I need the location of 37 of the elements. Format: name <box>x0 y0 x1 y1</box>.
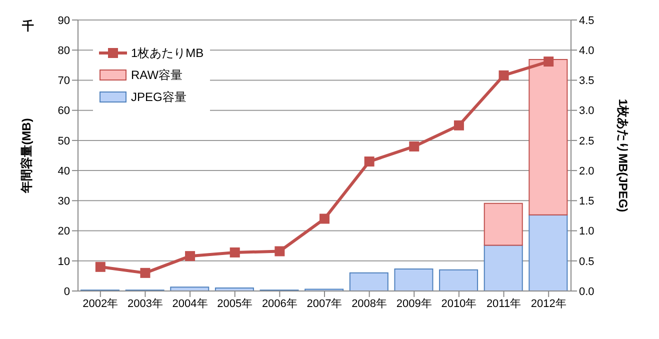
y-tick-label: 40 <box>58 165 70 178</box>
y2-tick-label: 1.5 <box>579 196 594 208</box>
y-tick-label: 90 <box>58 14 70 27</box>
y2-tick-label: 4.5 <box>579 14 594 27</box>
y2-axis-title: 1枚あたりMB(JPEG) <box>616 98 630 212</box>
y-axis-title: 年間容量(MB) <box>19 118 34 194</box>
y2-tick-label: 3.0 <box>579 105 594 118</box>
y-tick-label: 60 <box>58 105 70 118</box>
x-tick-label: 2004年 <box>172 298 208 310</box>
y2-tick-label: 2.0 <box>579 165 594 178</box>
y2-tick-label: 0.5 <box>579 256 594 268</box>
y2-tick-label: 3.5 <box>579 75 594 88</box>
y2-tick-label: 4.0 <box>579 45 594 58</box>
legend-label: JPEG容量 <box>131 88 186 106</box>
y-tick-label: 30 <box>58 196 70 208</box>
x-tick-label: 2005年 <box>217 298 253 310</box>
y-tick-label: 50 <box>58 135 70 148</box>
y2-tick-label: 0.0 <box>579 286 594 298</box>
x-tick-label: 2009年 <box>396 298 432 310</box>
x-tick-label: 2008年 <box>352 298 388 310</box>
legend-label: RAW容量 <box>131 66 183 84</box>
y2-tick-label: 1.0 <box>579 226 594 238</box>
x-tick-label: 2006年 <box>262 298 298 310</box>
y-tick-label: 0 <box>64 286 70 298</box>
x-tick-label: 2002年 <box>82 298 118 310</box>
text: 千 <box>22 18 34 35</box>
x-tick-label: 2010年 <box>441 298 477 310</box>
y-tick-label: 20 <box>58 226 70 238</box>
x-tick-label: 2007年 <box>306 298 342 310</box>
legend-label: 1枚あたりMB <box>131 44 204 62</box>
x-tick-label: 2012年 <box>530 298 566 310</box>
x-tick-label: 2003年 <box>127 298 163 310</box>
y-tick-label: 70 <box>58 75 70 88</box>
y2-tick-label: 2.5 <box>579 135 594 148</box>
y-tick-label: 10 <box>58 256 70 268</box>
y-tick-label: 80 <box>58 45 70 58</box>
x-tick-label: 2011年 <box>486 298 522 310</box>
